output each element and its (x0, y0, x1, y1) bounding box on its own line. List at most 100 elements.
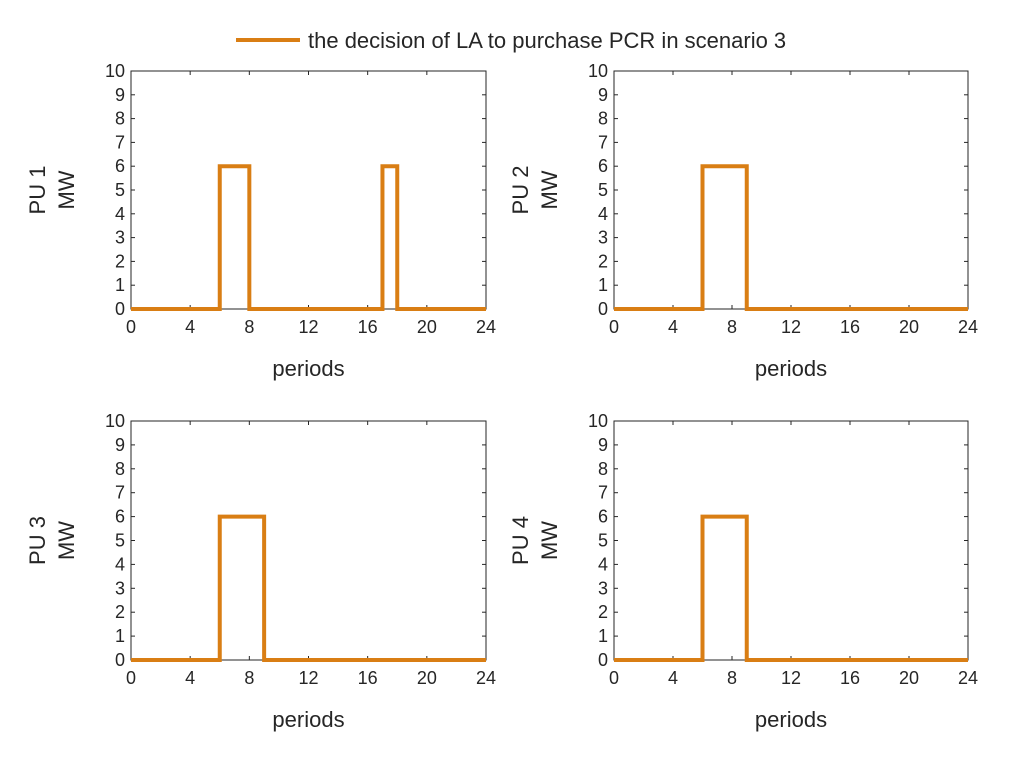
y-tick-label: 0 (115, 299, 125, 319)
series-line-pu-1 (131, 164, 486, 311)
x-tick-label: 0 (126, 317, 136, 337)
x-tick-label: 12 (298, 668, 318, 688)
y-tick-label: 10 (588, 411, 608, 431)
x-tick-label: 0 (126, 668, 136, 688)
axes-box (130, 420, 487, 661)
x-tick-label: 20 (417, 317, 437, 337)
axes-box (613, 70, 969, 310)
series-line-pu-2 (614, 164, 968, 311)
x-tick-label: 8 (727, 668, 737, 688)
x-tick-label: 4 (185, 317, 195, 337)
series-line-pu-3 (131, 514, 486, 662)
y-tick-label: 5 (598, 531, 608, 551)
series-line-pu-4 (614, 514, 968, 662)
y-tick-label: 4 (598, 204, 608, 224)
panel-title: PU 3 (25, 516, 50, 565)
x-tick-label: 24 (958, 317, 978, 337)
y-tick-label: 9 (598, 85, 608, 105)
y-tick-label: 3 (598, 578, 608, 598)
x-tick-label: 20 (417, 668, 437, 688)
x-tick-label: 24 (958, 668, 978, 688)
panel-title: PU 2 (508, 166, 533, 215)
y-tick-label: 1 (598, 626, 608, 646)
y-axis-label: MW (537, 521, 562, 560)
y-tick-label: 4 (598, 554, 608, 574)
x-tick-label: 24 (476, 668, 496, 688)
y-tick-label: 1 (598, 275, 608, 295)
x-tick-label: 20 (899, 317, 919, 337)
legend-label: the decision of LA to purchase PCR in sc… (308, 28, 786, 53)
y-tick-label: 5 (115, 180, 125, 200)
panel-title: PU 1 (25, 166, 50, 215)
x-tick-label: 16 (358, 668, 378, 688)
x-axis-label: periods (272, 356, 344, 381)
y-axis-label: MW (537, 170, 562, 209)
x-axis-label: periods (755, 356, 827, 381)
y-tick-label: 8 (598, 109, 608, 129)
y-tick-label: 7 (115, 132, 125, 152)
y-tick-label: 8 (598, 459, 608, 479)
x-tick-label: 8 (244, 317, 254, 337)
x-tick-label: 8 (727, 317, 737, 337)
y-axis-label: MW (54, 521, 79, 560)
y-tick-label: 4 (115, 204, 125, 224)
y-tick-label: 10 (105, 61, 125, 81)
y-axis-label: MW (54, 170, 79, 209)
y-tick-label: 8 (115, 459, 125, 479)
y-tick-label: 6 (598, 156, 608, 176)
y-tick-label: 3 (115, 228, 125, 248)
y-tick-label: 3 (598, 228, 608, 248)
y-tick-label: 10 (105, 411, 125, 431)
y-tick-label: 9 (598, 435, 608, 455)
x-tick-label: 0 (609, 317, 619, 337)
axes-box (613, 420, 969, 661)
y-tick-label: 6 (115, 156, 125, 176)
y-tick-label: 9 (115, 85, 125, 105)
y-tick-label: 1 (115, 626, 125, 646)
x-tick-label: 0 (609, 668, 619, 688)
x-tick-label: 12 (781, 317, 801, 337)
y-tick-label: 7 (115, 483, 125, 503)
x-tick-label: 8 (244, 668, 254, 688)
y-tick-label: 5 (598, 180, 608, 200)
y-tick-label: 0 (115, 650, 125, 670)
x-axis-label: periods (755, 707, 827, 732)
y-tick-label: 2 (598, 602, 608, 622)
y-tick-label: 8 (115, 109, 125, 129)
y-tick-label: 0 (598, 299, 608, 319)
x-tick-label: 4 (185, 668, 195, 688)
y-tick-label: 6 (598, 507, 608, 527)
y-tick-label: 7 (598, 132, 608, 152)
y-tick-label: 7 (598, 483, 608, 503)
x-tick-label: 16 (358, 317, 378, 337)
x-axis-label: periods (272, 707, 344, 732)
y-tick-label: 2 (598, 251, 608, 271)
x-tick-label: 12 (298, 317, 318, 337)
panel-title: PU 4 (508, 516, 533, 565)
y-tick-label: 10 (588, 61, 608, 81)
x-tick-label: 4 (668, 668, 678, 688)
y-tick-label: 6 (115, 507, 125, 527)
y-tick-label: 5 (115, 531, 125, 551)
y-tick-label: 2 (115, 602, 125, 622)
y-tick-label: 9 (115, 435, 125, 455)
axes-box (130, 70, 487, 310)
x-tick-label: 16 (840, 668, 860, 688)
y-tick-label: 1 (115, 275, 125, 295)
y-tick-label: 2 (115, 251, 125, 271)
legend: the decision of LA to purchase PCR in sc… (236, 28, 786, 53)
y-tick-label: 0 (598, 650, 608, 670)
y-tick-label: 3 (115, 578, 125, 598)
x-tick-label: 12 (781, 668, 801, 688)
x-tick-label: 20 (899, 668, 919, 688)
y-tick-label: 4 (115, 554, 125, 574)
x-tick-label: 24 (476, 317, 496, 337)
x-tick-label: 4 (668, 317, 678, 337)
x-tick-label: 16 (840, 317, 860, 337)
